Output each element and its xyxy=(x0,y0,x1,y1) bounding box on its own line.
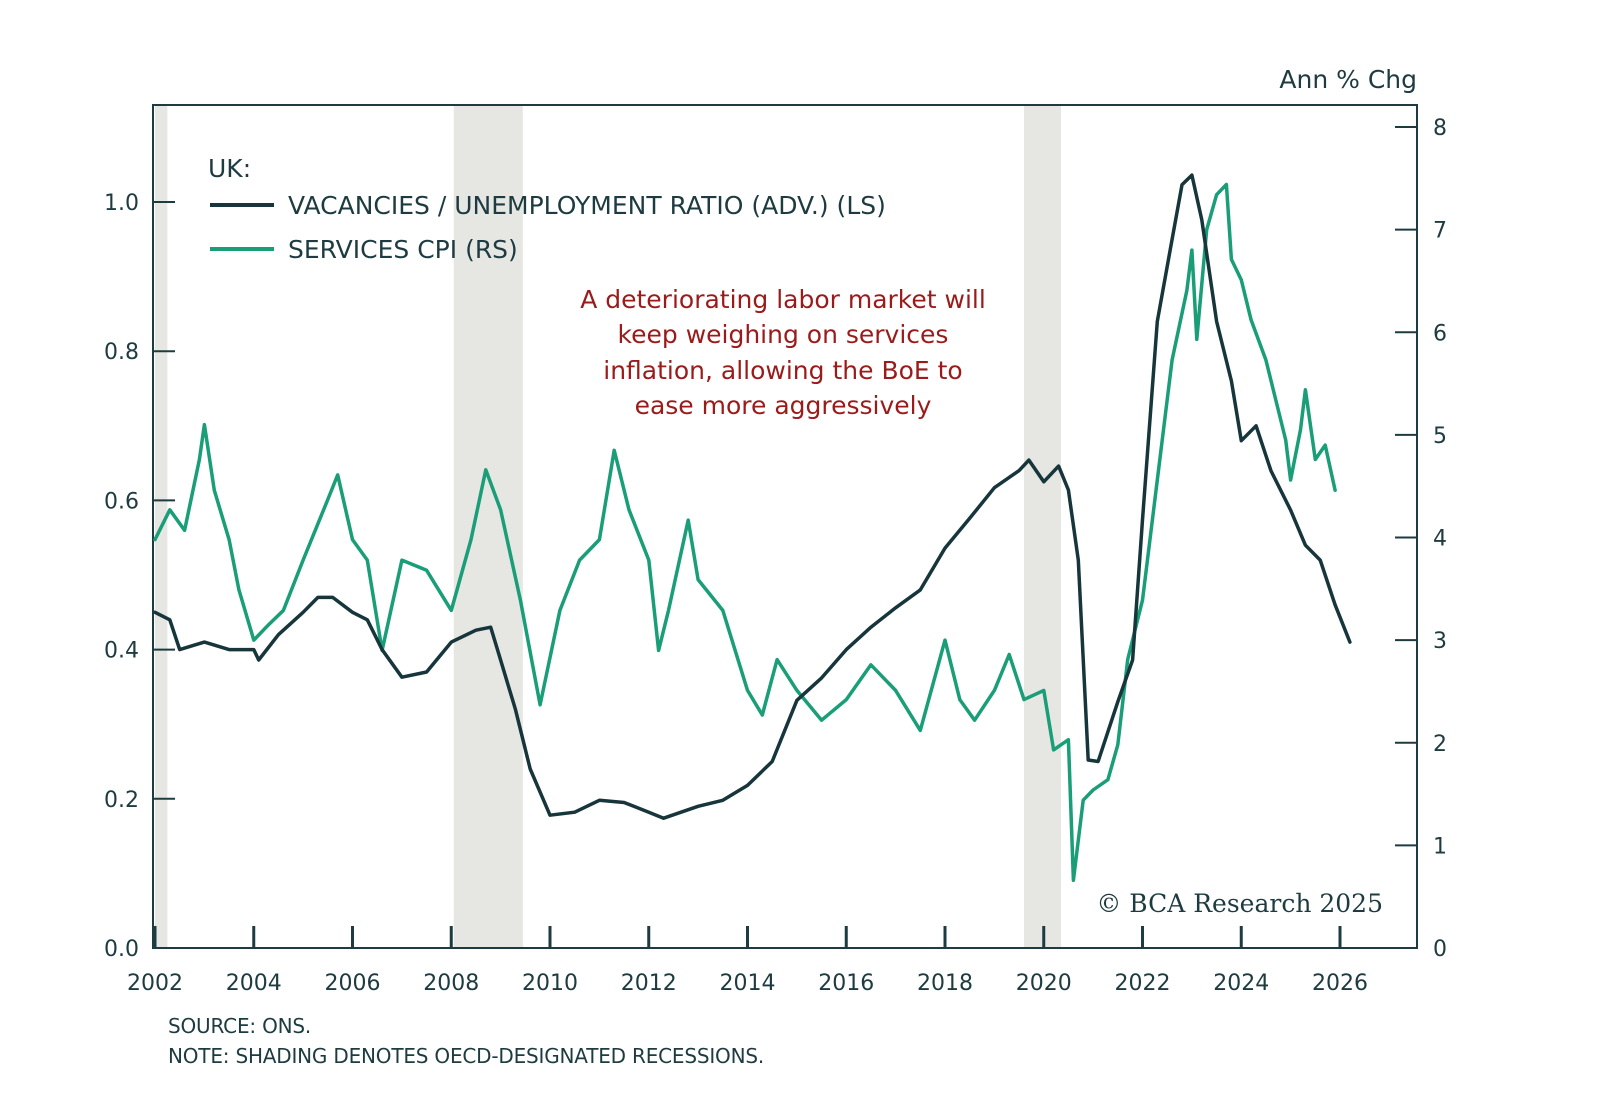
right-tick-label: 3 xyxy=(1433,629,1447,654)
annotation-line: keep weighing on services xyxy=(618,320,949,349)
series-layer xyxy=(153,173,1352,883)
annotation-line: ease more aggressively xyxy=(635,391,932,420)
x-tick-label: 2008 xyxy=(423,971,479,996)
copyright-label: © BCA Research 2025 xyxy=(1096,889,1383,918)
right-tick-label: 8 xyxy=(1433,116,1447,141)
legend-header: UK: xyxy=(208,154,251,183)
legend: UK: VACANCIES / UNEMPLOYMENT RATIO (ADV.… xyxy=(208,154,886,264)
right-tick-label: 6 xyxy=(1433,321,1447,346)
x-tick-label: 2012 xyxy=(621,971,677,996)
recession-band xyxy=(1024,105,1062,948)
right-axis-title: Ann % Chg xyxy=(1279,65,1417,94)
shading-note: NOTE: SHADING DENOTES OECD-DESIGNATED RE… xyxy=(168,1044,765,1068)
x-tick-label: 2002 xyxy=(127,971,183,996)
recession-band xyxy=(453,105,523,948)
right-tick-label: 1 xyxy=(1433,834,1447,859)
source-note: SOURCE: ONS. xyxy=(168,1014,312,1038)
left-tick-label: 0.8 xyxy=(104,340,139,365)
right-tick-label: 0 xyxy=(1433,937,1447,962)
x-tick-label: 2018 xyxy=(917,971,973,996)
right-axis: 0 1 2 3 4 5 6 7 8 xyxy=(1395,116,1447,962)
series-line-vacancies-ratio xyxy=(153,173,1352,820)
x-tick-label: 2016 xyxy=(818,971,874,996)
left-axis: 0.0 0.2 0.4 0.6 0.8 1.0 xyxy=(104,191,175,962)
x-axis: 2002 2004 2006 2008 2010 2012 2014 2016 2018 2020… xyxy=(127,926,1368,996)
x-tick-label: 2026 xyxy=(1312,971,1368,996)
left-tick-label: 0.2 xyxy=(104,788,139,813)
plot-border xyxy=(152,104,1418,949)
series-line-services-cpi xyxy=(153,182,1337,883)
left-tick-label: 1.0 xyxy=(104,191,139,216)
x-tick-label: 2020 xyxy=(1016,971,1072,996)
right-tick-label: 7 xyxy=(1433,219,1447,244)
x-tick-label: 2004 xyxy=(226,971,282,996)
left-tick-label: 0.4 xyxy=(104,639,139,664)
x-tick-label: 2006 xyxy=(325,971,381,996)
legend-label-services-cpi: SERVICES CPI (RS) xyxy=(288,235,518,264)
x-tick-label: 2024 xyxy=(1213,971,1269,996)
annotation: A deteriorating labor market will keep w… xyxy=(580,285,986,420)
left-tick-label: 0.0 xyxy=(104,937,139,962)
annotation-line: A deteriorating labor market will xyxy=(580,285,986,314)
plot-frame xyxy=(152,104,1418,949)
x-tick-label: 2014 xyxy=(720,971,776,996)
annotation-line: inflation, allowing the BoE to xyxy=(603,356,962,385)
recession-shading-layer xyxy=(155,105,1062,948)
left-tick-label: 0.6 xyxy=(104,489,139,514)
right-tick-label: 5 xyxy=(1433,424,1447,449)
x-tick-label: 2022 xyxy=(1115,971,1171,996)
right-tick-label: 2 xyxy=(1433,732,1447,757)
right-tick-label: 4 xyxy=(1433,527,1447,552)
x-tick-label: 2010 xyxy=(522,971,578,996)
legend-label-vacancies: VACANCIES / UNEMPLOYMENT RATIO (ADV.) (L… xyxy=(288,191,886,220)
